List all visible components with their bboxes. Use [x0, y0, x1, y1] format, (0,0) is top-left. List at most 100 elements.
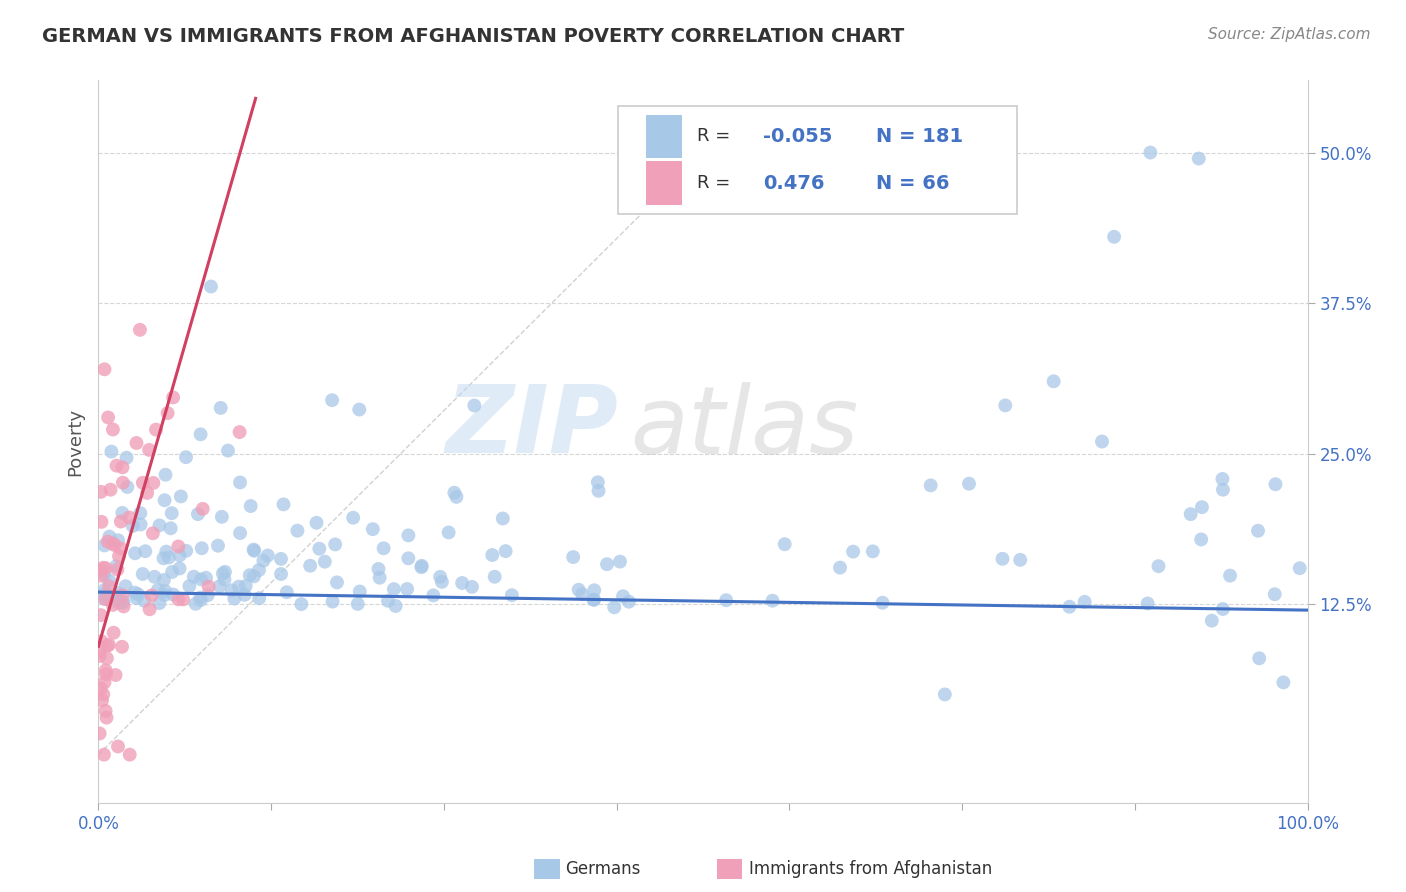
Point — [93, 586, 115, 600]
Point — [162, 391, 184, 405]
Point — [247, 563, 270, 577]
Text: ZIP: ZIP — [446, 381, 619, 473]
Point — [90, 634, 112, 648]
Point — [184, 597, 207, 611]
Point — [118, 747, 141, 762]
Point — [170, 490, 193, 504]
Point — [98, 574, 121, 588]
Point — [125, 436, 148, 450]
Point — [322, 594, 344, 608]
Point — [142, 475, 165, 490]
Point — [110, 515, 132, 529]
Point — [429, 570, 451, 584]
Point — [562, 550, 585, 565]
Point — [501, 588, 523, 602]
Point — [224, 591, 246, 606]
Point — [1288, 561, 1310, 575]
Point — [229, 475, 252, 490]
Point — [169, 561, 191, 575]
Point — [256, 549, 278, 563]
Point — [98, 530, 121, 544]
Point — [159, 521, 181, 535]
Point — [1264, 477, 1286, 491]
FancyBboxPatch shape — [647, 115, 682, 158]
Text: -0.055: -0.055 — [763, 127, 832, 146]
Point — [160, 506, 183, 520]
Point — [160, 565, 183, 579]
Point — [132, 475, 155, 490]
Point — [105, 586, 128, 600]
Point — [174, 450, 197, 465]
Point — [367, 562, 389, 576]
Point — [142, 526, 165, 541]
Text: atlas: atlas — [630, 382, 859, 473]
Point — [586, 475, 609, 490]
Point — [134, 594, 156, 608]
Point — [153, 493, 176, 508]
Point — [287, 524, 309, 538]
Point — [104, 668, 127, 682]
Point — [93, 538, 115, 552]
Point — [94, 704, 117, 718]
Point — [167, 540, 190, 554]
Point — [373, 541, 395, 556]
Point — [89, 726, 111, 740]
Point — [1102, 230, 1125, 244]
Point — [190, 593, 212, 607]
Point — [828, 560, 851, 574]
Point — [233, 588, 256, 602]
Point — [484, 570, 506, 584]
Point — [761, 593, 783, 607]
Point — [93, 675, 115, 690]
Text: Germans: Germans — [565, 860, 641, 878]
Point — [588, 483, 610, 498]
Point — [239, 568, 262, 582]
Point — [90, 569, 112, 583]
Point — [243, 569, 266, 583]
Point — [361, 522, 384, 536]
Point — [153, 588, 176, 602]
Point — [108, 549, 131, 564]
Point — [138, 442, 160, 457]
Point — [152, 551, 174, 566]
Point — [129, 323, 152, 337]
Point — [714, 593, 737, 607]
Point — [96, 651, 118, 665]
Point — [101, 536, 124, 550]
Point — [155, 584, 177, 599]
Point — [1180, 507, 1202, 521]
Point — [94, 664, 117, 678]
Point — [105, 458, 128, 473]
Point — [110, 541, 132, 556]
Point — [89, 648, 111, 663]
Text: N = 181: N = 181 — [876, 127, 963, 146]
Point — [141, 589, 163, 603]
Point — [481, 548, 503, 562]
Point — [107, 596, 129, 610]
Point — [862, 544, 884, 558]
Text: R =: R = — [697, 174, 735, 192]
Text: N = 66: N = 66 — [876, 174, 949, 193]
Point — [208, 579, 231, 593]
Point — [1247, 524, 1270, 538]
Point — [994, 398, 1017, 412]
Text: Immigrants from Afghanistan: Immigrants from Afghanistan — [749, 860, 993, 878]
Point — [571, 587, 593, 601]
Point — [118, 510, 141, 524]
Point — [93, 567, 115, 582]
Point — [157, 550, 180, 565]
Point — [101, 598, 124, 612]
Point — [162, 588, 184, 602]
Point — [1042, 375, 1064, 389]
Point — [411, 558, 433, 573]
Point — [174, 544, 197, 558]
Point — [197, 580, 219, 594]
Point — [1147, 559, 1170, 574]
Point — [582, 592, 605, 607]
Point — [146, 582, 169, 597]
Point — [190, 572, 212, 586]
Point — [155, 544, 177, 558]
Point — [396, 551, 419, 566]
Point — [91, 687, 114, 701]
Point — [111, 460, 134, 475]
